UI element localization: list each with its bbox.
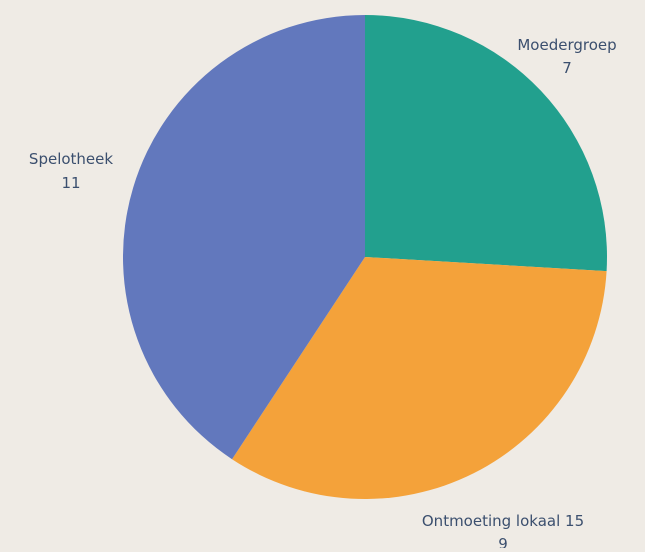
slice-value-label: 9 xyxy=(498,535,508,548)
pie-slice-ontmoeting-lokaal-15 xyxy=(232,257,607,500)
slice-label: Moedergroep xyxy=(517,36,616,54)
slice-label: Ontmoeting lokaal 15 xyxy=(422,512,584,530)
pie-slice-spelotheek xyxy=(122,15,365,460)
slice-value-label: 7 xyxy=(562,59,572,77)
slices-layer xyxy=(122,15,607,500)
pie-slice-moedergroep xyxy=(365,15,607,272)
slice-label: Spelotheek xyxy=(29,150,113,168)
labels-layer: Moedergroep 7 Ontmoeting lokaal 15 9 Speloth… xyxy=(29,36,617,552)
slice-value-label: 11 xyxy=(61,174,80,192)
